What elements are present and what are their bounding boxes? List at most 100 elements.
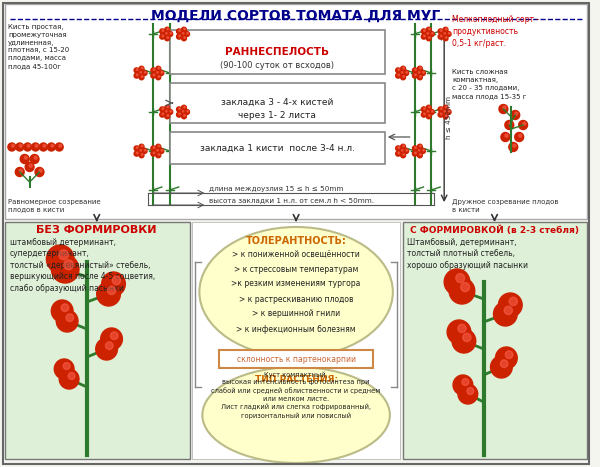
Text: закладка 3 - 4-х кистей: закладка 3 - 4-х кистей (221, 98, 334, 106)
Circle shape (158, 154, 160, 156)
Text: длина междоузлия 15 ≤ h ≤ 50mm: длина междоузлия 15 ≤ h ≤ 50mm (209, 185, 344, 191)
Circle shape (182, 111, 184, 112)
Circle shape (423, 149, 424, 151)
Circle shape (430, 110, 434, 114)
Circle shape (418, 66, 422, 71)
Circle shape (428, 106, 430, 108)
Circle shape (168, 110, 173, 114)
Circle shape (427, 36, 431, 41)
Circle shape (440, 30, 442, 31)
Text: > к растрескиванию плодов: > к растрескиванию плодов (239, 295, 353, 304)
Circle shape (184, 28, 185, 30)
Circle shape (181, 32, 185, 36)
Circle shape (156, 66, 161, 71)
Circle shape (151, 73, 156, 78)
Circle shape (46, 245, 74, 273)
Circle shape (35, 144, 38, 147)
Circle shape (499, 293, 522, 317)
Text: Кисть сложная
компактная,
с 20 - 35 плодами,
масса плода 15-35 г: Кисть сложная компактная, с 20 - 35 плод… (452, 69, 527, 99)
Circle shape (8, 143, 16, 151)
Circle shape (442, 110, 446, 114)
Circle shape (107, 286, 116, 295)
Circle shape (440, 108, 442, 109)
Circle shape (39, 169, 42, 172)
Circle shape (176, 107, 181, 112)
Text: (90-100 суток от всходов): (90-100 суток от всходов) (220, 62, 334, 71)
Circle shape (139, 75, 144, 80)
Circle shape (176, 112, 181, 117)
Circle shape (187, 110, 188, 112)
Circle shape (443, 36, 448, 41)
Circle shape (398, 147, 400, 149)
Circle shape (162, 30, 164, 31)
Circle shape (134, 73, 139, 78)
Circle shape (164, 32, 168, 36)
Circle shape (443, 114, 448, 119)
Circle shape (24, 156, 28, 159)
Text: закладка 1 кисти  после 3-4 н.л.: закладка 1 кисти после 3-4 н.л. (200, 143, 355, 153)
Circle shape (59, 369, 79, 389)
Circle shape (157, 149, 158, 151)
Circle shape (446, 110, 451, 114)
Circle shape (52, 255, 79, 283)
Circle shape (139, 144, 144, 149)
Circle shape (467, 388, 474, 395)
Circle shape (395, 73, 401, 78)
Circle shape (134, 68, 139, 73)
Circle shape (415, 69, 416, 71)
Circle shape (423, 71, 424, 73)
Text: МОДЕЛИ СОРТОВ ТОМАТА ДЛЯ МУГ: МОДЕЛИ СОРТОВ ТОМАТА ДЛЯ МУГ (151, 9, 441, 23)
Circle shape (166, 111, 167, 112)
Circle shape (421, 34, 426, 39)
Circle shape (56, 310, 78, 332)
FancyBboxPatch shape (219, 350, 373, 368)
Circle shape (184, 106, 185, 108)
Circle shape (499, 105, 508, 113)
Circle shape (187, 32, 188, 34)
Circle shape (444, 33, 446, 34)
Circle shape (425, 110, 430, 114)
Circle shape (443, 27, 448, 32)
Circle shape (438, 34, 443, 39)
Circle shape (401, 66, 406, 71)
Text: Штамбовый, детерминант,
толстый плотный стебель,
хорошо образующий пасынки: Штамбовый, детерминант, толстый плотный … (407, 238, 527, 270)
Circle shape (141, 76, 143, 78)
Circle shape (431, 110, 433, 112)
Circle shape (140, 149, 142, 151)
Circle shape (167, 37, 169, 38)
Circle shape (424, 108, 425, 109)
Circle shape (43, 144, 46, 147)
Text: Мелкоплодный сорт -
продуктивность
0,5-1 кг/раст.: Мелкоплодный сорт - продуктивность 0,5-1… (452, 15, 539, 48)
Circle shape (505, 351, 513, 359)
Circle shape (444, 111, 446, 112)
FancyBboxPatch shape (193, 222, 400, 459)
Circle shape (427, 33, 429, 34)
Circle shape (509, 297, 517, 305)
Circle shape (139, 153, 144, 158)
Circle shape (160, 29, 164, 34)
Circle shape (519, 134, 522, 137)
Circle shape (416, 149, 421, 153)
Text: > к инфекционным болезням: > к инфекционным болезням (236, 325, 356, 333)
Circle shape (403, 76, 404, 78)
Circle shape (179, 35, 181, 37)
Circle shape (445, 37, 447, 38)
Circle shape (181, 110, 185, 114)
Circle shape (34, 156, 37, 159)
Text: Дружное созревание плодов
в кисти: Дружное созревание плодов в кисти (452, 199, 559, 212)
Circle shape (418, 149, 420, 151)
Circle shape (138, 71, 142, 75)
Circle shape (25, 163, 34, 171)
Circle shape (145, 149, 146, 151)
Circle shape (52, 300, 73, 322)
Circle shape (419, 67, 421, 69)
Circle shape (438, 107, 443, 112)
Circle shape (431, 32, 433, 34)
Circle shape (428, 115, 430, 116)
Circle shape (35, 168, 44, 177)
Circle shape (160, 107, 164, 112)
Circle shape (165, 27, 170, 32)
Text: ТОЛЕРАНТНОСТЬ:: ТОЛЕРАНТНОСТЬ: (245, 236, 347, 246)
Circle shape (165, 114, 170, 119)
Circle shape (185, 110, 190, 114)
